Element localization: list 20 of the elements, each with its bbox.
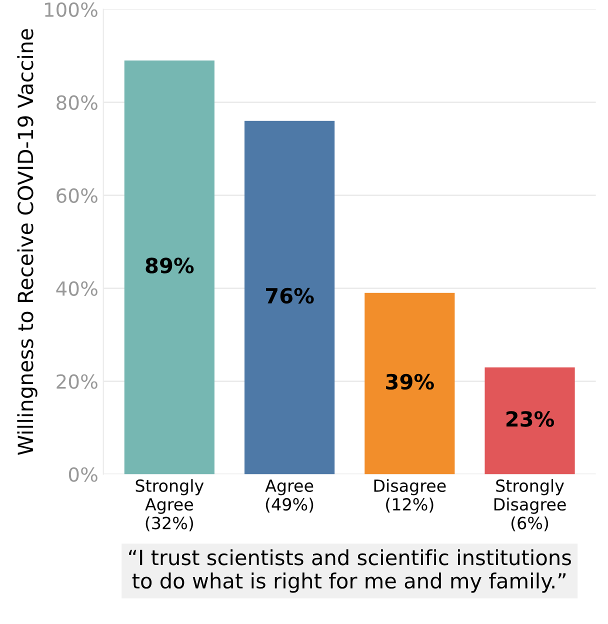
- bar: [484, 367, 575, 474]
- x-tick-label: Strongly Agree (32%): [136, 479, 204, 532]
- data-label: 89%: [146, 258, 194, 274]
- bar: [364, 292, 455, 474]
- data-label: 76%: [266, 288, 314, 304]
- y-tick-label: 100%: [45, 2, 98, 18]
- x-tick-label: Disagree (12%): [374, 479, 446, 513]
- x-tick-label: Strongly Disagree (6%): [494, 479, 566, 532]
- x-axis-title: “I trust scientists and scientific institutions to do what is right for me and my family.”: [129, 549, 571, 593]
- data-label: 39%: [386, 374, 434, 390]
- y-tick-label: 40%: [56, 281, 98, 296]
- y-tick-label: 80%: [56, 95, 98, 110]
- bar: [124, 60, 214, 474]
- data-label: 23%: [506, 411, 554, 427]
- x-tick-label: Agree (49%): [265, 480, 314, 513]
- y-tick-label: 60%: [56, 188, 98, 203]
- y-axis-title: Willingness to Receive COVID-19 Vaccine: [17, 29, 38, 455]
- y-tick-label: 0%: [68, 467, 98, 482]
- bar: [244, 120, 335, 474]
- y-tick-label: 20%: [56, 374, 98, 389]
